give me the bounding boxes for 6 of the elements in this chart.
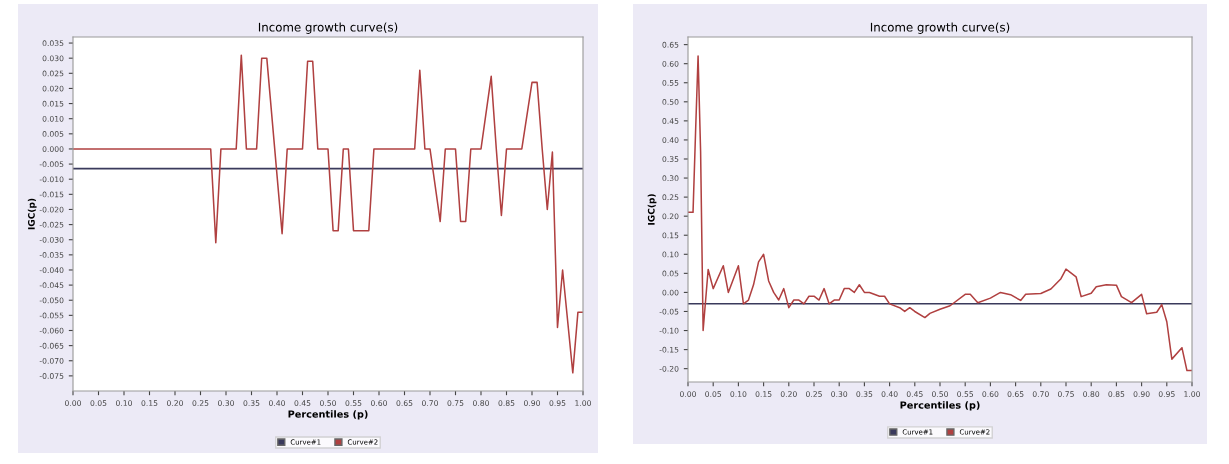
x-axis-title: Percentiles (p) bbox=[288, 410, 368, 420]
y-axis-title: IGC(p) bbox=[647, 194, 657, 225]
x-axis-title: Percentiles (p) bbox=[900, 401, 980, 411]
y-axis-title: IGC(p) bbox=[27, 198, 37, 230]
chart-title: Income growth curve(s) bbox=[258, 22, 398, 34]
chart-title: Income growth curve(s) bbox=[870, 22, 1010, 34]
